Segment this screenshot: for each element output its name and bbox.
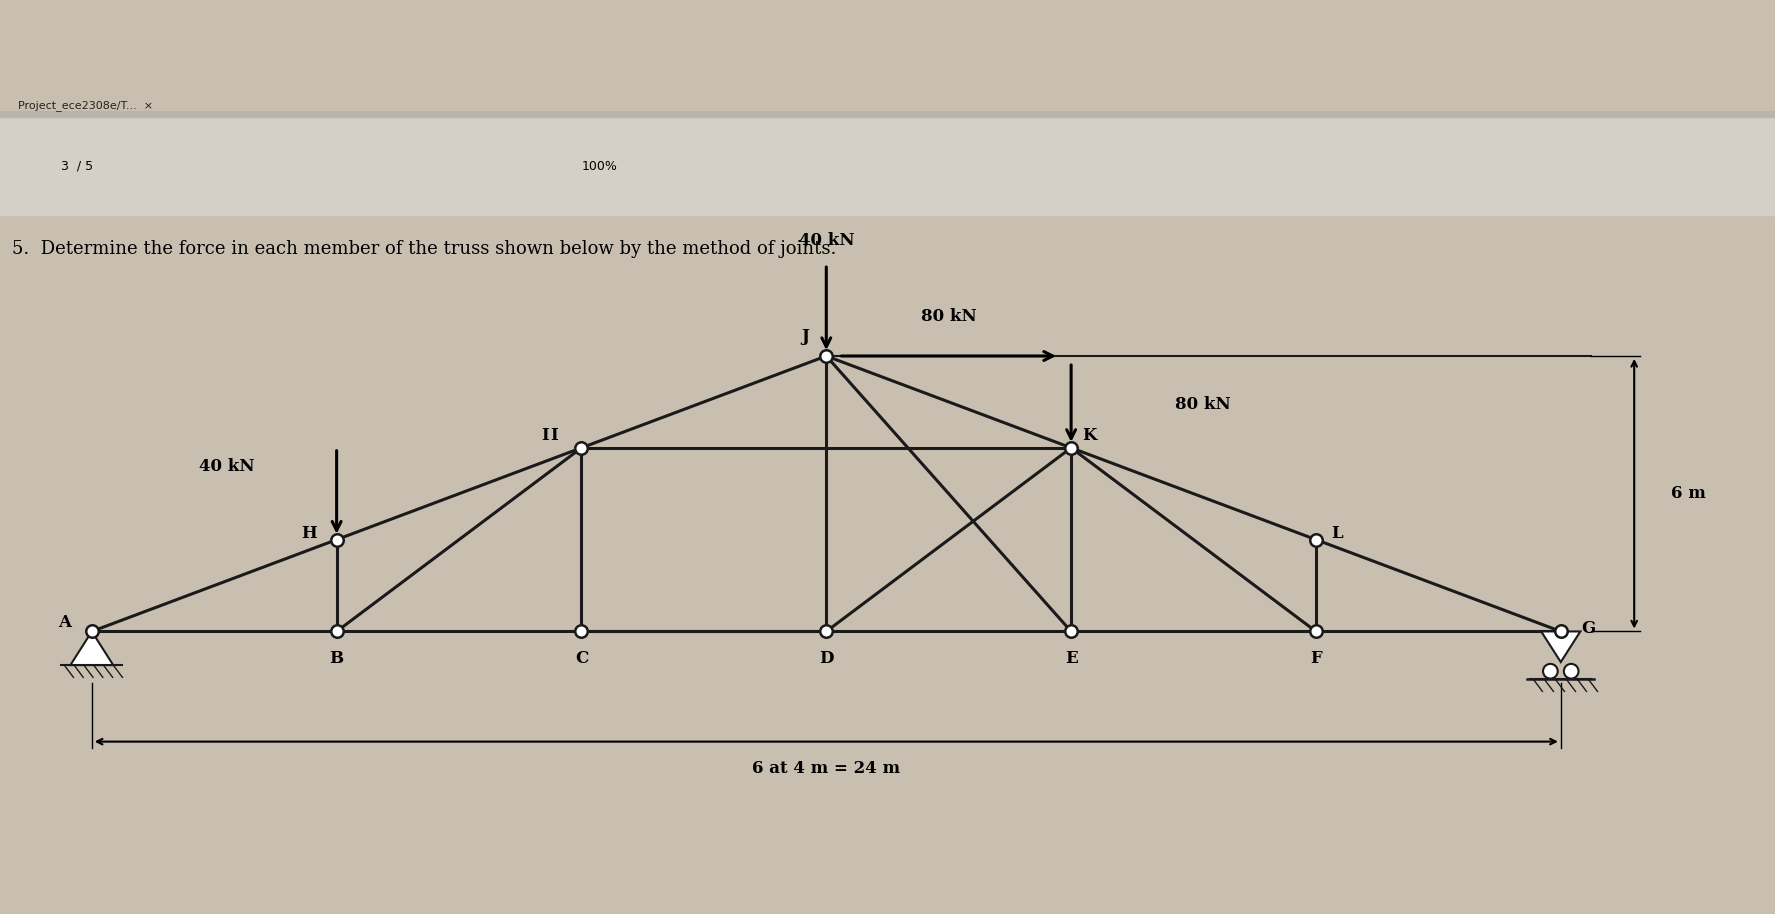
Text: 3  / 5: 3 / 5 bbox=[60, 160, 94, 173]
Text: Project_ece2308e/T...  ×: Project_ece2308e/T... × bbox=[18, 100, 153, 111]
Text: J: J bbox=[801, 328, 809, 345]
Text: 80 kN: 80 kN bbox=[921, 308, 976, 325]
Text: H: H bbox=[302, 525, 318, 542]
Text: I: I bbox=[541, 427, 548, 444]
Text: 80 kN: 80 kN bbox=[1175, 397, 1230, 413]
Text: 100%: 100% bbox=[582, 160, 618, 173]
Text: 6 at 4 m = 24 m: 6 at 4 m = 24 m bbox=[753, 760, 900, 777]
Text: G: G bbox=[1582, 620, 1596, 637]
Text: 40 kN: 40 kN bbox=[799, 232, 854, 249]
Text: 6 m: 6 m bbox=[1670, 485, 1706, 502]
Text: L: L bbox=[1331, 525, 1344, 542]
Text: F: F bbox=[1310, 651, 1322, 667]
Polygon shape bbox=[1541, 632, 1580, 662]
Text: E: E bbox=[1065, 651, 1077, 667]
Text: K: K bbox=[1083, 427, 1097, 444]
Text: 5.  Determine the force in each member of the truss shown below by the method of: 5. Determine the force in each member of… bbox=[12, 239, 836, 258]
Text: A: A bbox=[59, 614, 71, 631]
Text: B: B bbox=[330, 651, 344, 667]
Text: C: C bbox=[575, 651, 588, 667]
Text: D: D bbox=[818, 651, 834, 667]
Text: I: I bbox=[550, 427, 557, 444]
Text: 40 kN: 40 kN bbox=[199, 458, 254, 474]
Circle shape bbox=[1542, 664, 1558, 678]
Circle shape bbox=[1564, 664, 1578, 678]
Polygon shape bbox=[71, 632, 114, 665]
